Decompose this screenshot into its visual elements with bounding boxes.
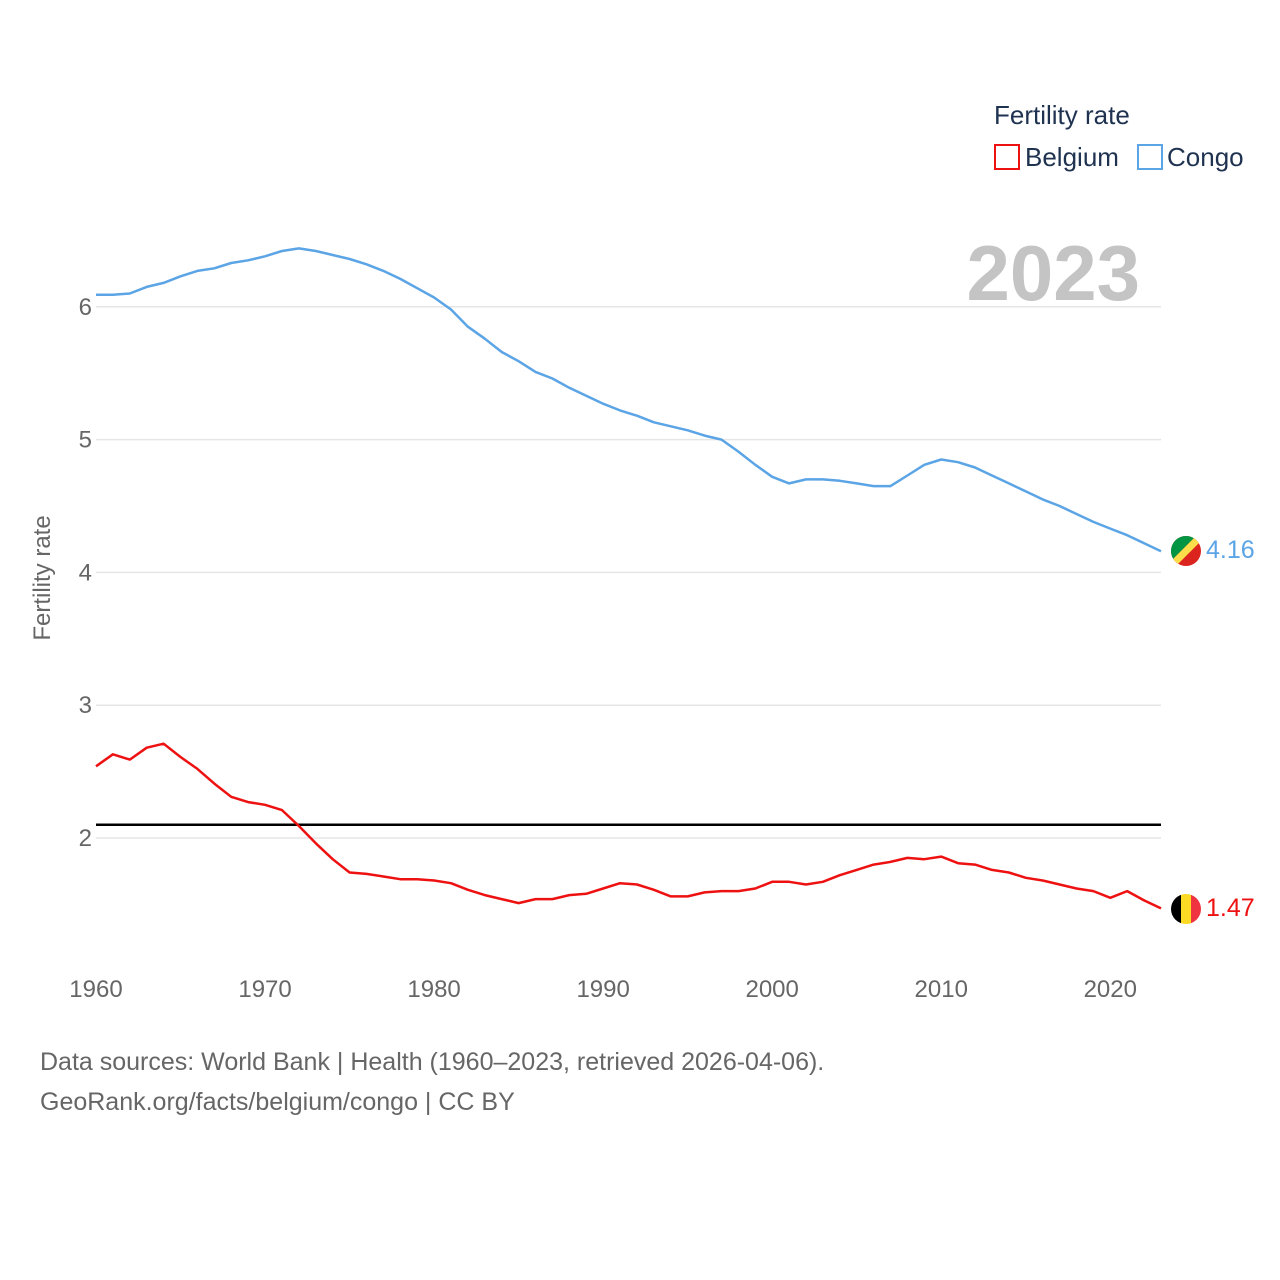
legend-title: Fertility rate (994, 100, 1130, 130)
y-tick-label: 5 (79, 427, 92, 454)
series-line-congo[interactable] (96, 247, 1162, 553)
x-tick-label: 2020 (1084, 976, 1137, 1003)
y-axis-ticks: 2 3 4 5 6 (79, 294, 92, 852)
series-lines (95, 247, 1162, 910)
x-tick-label: 1960 (69, 976, 122, 1003)
data-source-note: Data sources: World Bank | Health (1960–… (40, 1042, 824, 1122)
source-line: Data sources: World Bank | Health (1960–… (40, 1048, 825, 1076)
y-tick-label: 2 (79, 825, 92, 852)
belgium-end-value: 1.47 (1206, 894, 1255, 922)
legend-label-congo[interactable]: Congo (1167, 142, 1244, 172)
x-tick-label: 2000 (745, 976, 798, 1003)
series-line-belgium[interactable] (95, 742, 1162, 910)
source-link[interactable]: GeoRank.org/facts/belgium/congo | CC BY (40, 1088, 515, 1116)
x-axis-ticks: 1960 1970 1980 1990 2000 2010 2020 (69, 976, 1137, 1003)
legend-swatch-congo[interactable] (1137, 144, 1163, 170)
belgium-flag-icon (1171, 894, 1201, 924)
y-axis-label: Fertility rate (29, 515, 56, 640)
fertility-chart: 2 3 4 5 6 1960 1970 1980 1990 2000 2010 2020 Ferti… (29, 100, 1255, 1003)
x-tick-label: 2010 (915, 976, 968, 1003)
legend-swatch-belgium[interactable] (994, 144, 1020, 170)
y-tick-label: 3 (79, 692, 92, 719)
x-tick-label: 1970 (238, 976, 291, 1003)
y-tick-label: 4 (79, 559, 92, 586)
legend: Fertility rate Belgium Congo (994, 100, 1244, 172)
year-label: 2023 (966, 229, 1140, 317)
congo-end-value: 4.16 (1206, 536, 1255, 564)
x-tick-label: 1990 (576, 976, 629, 1003)
x-tick-label: 1980 (407, 976, 460, 1003)
congo-flag-icon (1171, 536, 1201, 566)
end-markers: 4.16 1.47 (1171, 536, 1255, 924)
legend-label-belgium[interactable]: Belgium (1025, 142, 1119, 172)
y-tick-label: 6 (79, 294, 92, 321)
gridlines (96, 306, 1161, 839)
